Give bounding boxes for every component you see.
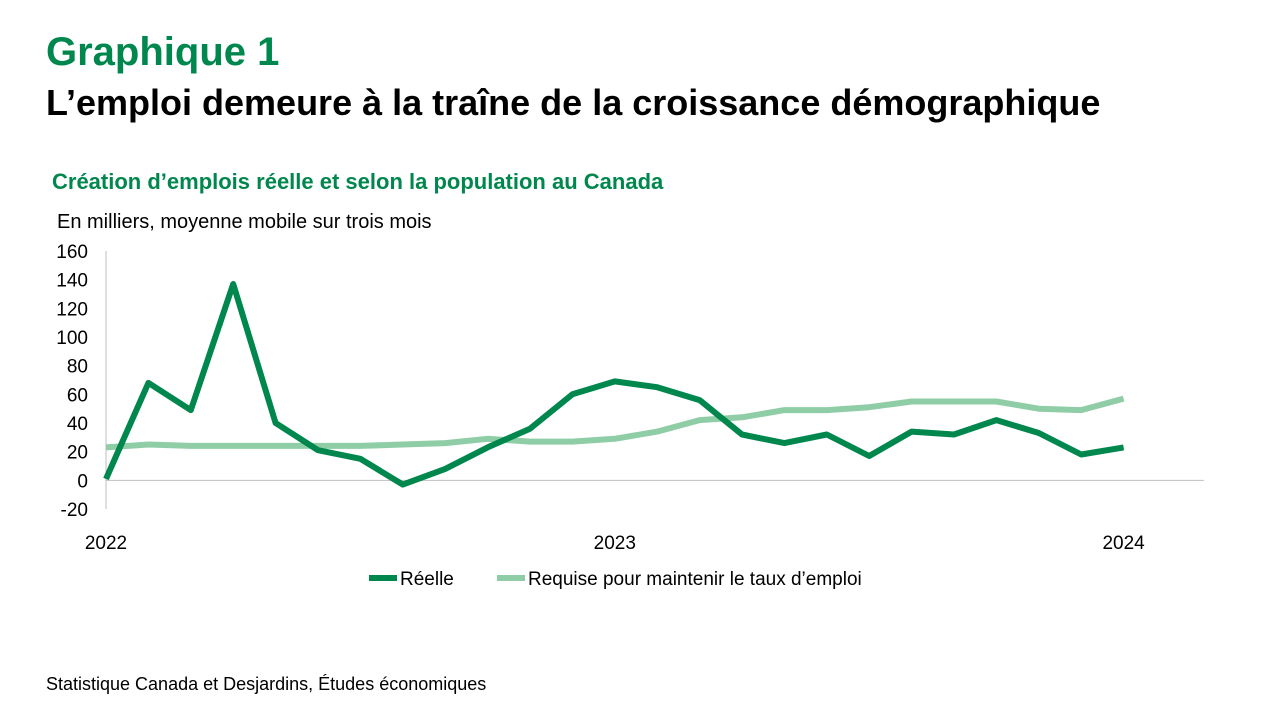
series-line — [105, 395, 1125, 451]
legend: Réelle Requise pour maintenir le taux d’e… — [369, 569, 862, 590]
y-axis-label: En milliers, moyenne mobile sur trois mo… — [57, 211, 432, 233]
legend-label: Requise pour maintenir le taux d’emploi — [528, 569, 862, 590]
x-tick-label: 2023 — [594, 533, 636, 554]
y-tick-label: 100 — [56, 328, 88, 349]
series-lines — [103, 281, 1125, 488]
y-tick-label: 40 — [67, 414, 88, 435]
y-tick-label: 0 — [77, 471, 88, 492]
series-line — [103, 281, 1125, 488]
legend-label: Réelle — [400, 569, 454, 590]
y-tick-label: 160 — [56, 242, 88, 263]
y-tick-label: 60 — [67, 385, 88, 406]
axes: -20 0 20 40 60 80 100 120 140 160 2022 2023 2024 — [56, 242, 1204, 554]
source-note: Statistique Canada et Desjardins, Études… — [46, 674, 487, 694]
chart-title: Création d’emplois réelle et selon la po… — [52, 169, 664, 194]
y-tick-label: -20 — [61, 500, 88, 521]
x-tick-label: 2022 — [85, 533, 127, 554]
x-tick-label: 2024 — [1102, 533, 1145, 554]
y-tick-label: 120 — [56, 299, 88, 320]
y-tick-label: 20 — [67, 443, 88, 464]
graph-label: Graphique 1 — [46, 30, 280, 74]
page-title: L’emploi demeure à la traîne de la crois… — [46, 82, 1101, 123]
y-tick-label: 140 — [56, 271, 88, 292]
y-tick-label: 80 — [67, 357, 88, 378]
